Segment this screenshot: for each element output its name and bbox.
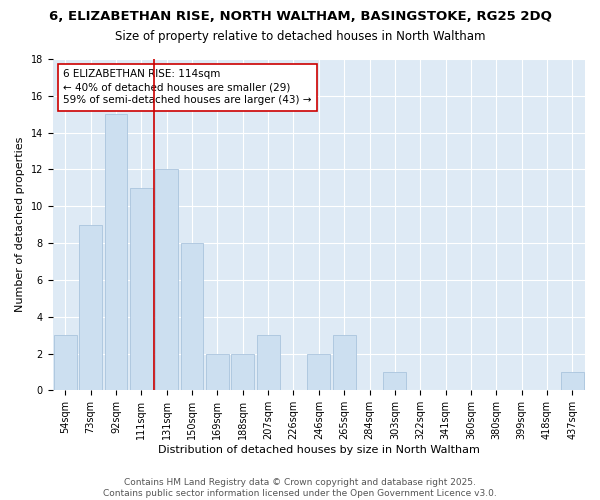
- Bar: [333, 335, 356, 390]
- Text: 6 ELIZABETHAN RISE: 114sqm
← 40% of detached houses are smaller (29)
59% of semi: 6 ELIZABETHAN RISE: 114sqm ← 40% of deta…: [63, 69, 312, 106]
- Bar: [181, 243, 203, 390]
- Text: Size of property relative to detached houses in North Waltham: Size of property relative to detached ho…: [115, 30, 485, 43]
- Bar: [79, 224, 102, 390]
- Bar: [257, 335, 280, 390]
- Y-axis label: Number of detached properties: Number of detached properties: [15, 137, 25, 312]
- Text: Contains HM Land Registry data © Crown copyright and database right 2025.
Contai: Contains HM Land Registry data © Crown c…: [103, 478, 497, 498]
- Bar: [130, 188, 153, 390]
- Text: 6, ELIZABETHAN RISE, NORTH WALTHAM, BASINGSTOKE, RG25 2DQ: 6, ELIZABETHAN RISE, NORTH WALTHAM, BASI…: [49, 10, 551, 23]
- Bar: [104, 114, 127, 390]
- Bar: [206, 354, 229, 391]
- Bar: [307, 354, 330, 391]
- Bar: [54, 335, 77, 390]
- Bar: [155, 170, 178, 390]
- Bar: [383, 372, 406, 390]
- X-axis label: Distribution of detached houses by size in North Waltham: Distribution of detached houses by size …: [158, 445, 480, 455]
- Bar: [232, 354, 254, 391]
- Bar: [561, 372, 584, 390]
